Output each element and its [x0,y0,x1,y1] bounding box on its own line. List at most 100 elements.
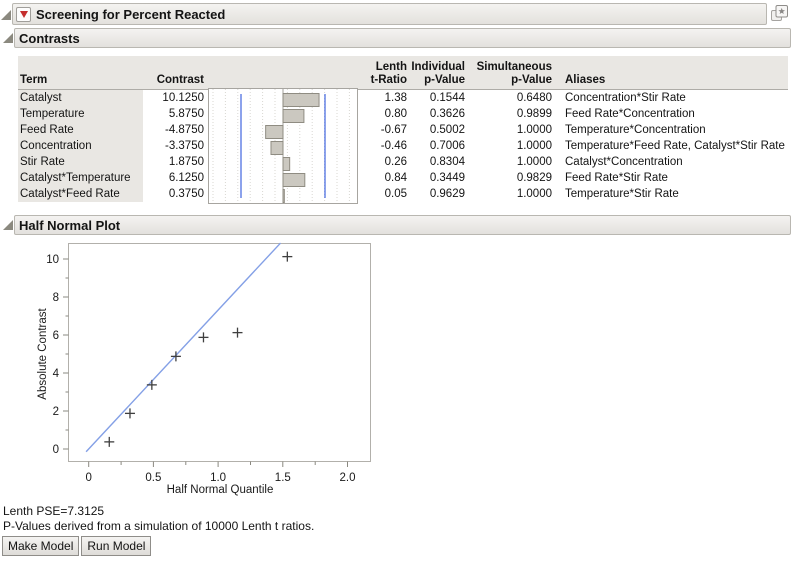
x-tick-label: 0 [85,472,91,484]
t-ratio-cell: 1.38 [384,92,407,104]
aliases-cell: Temperature*Feed Rate, Catalyst*Stir Rat… [565,140,785,152]
term-cell: Stir Rate [18,154,143,170]
contrasts-table-header-row: Term Contrast Lenth t-Ratio Individual p-V… [18,56,788,90]
t-ratio-cell: -0.46 [380,140,407,152]
table-row: Catalyst 10.1250 1.38 0.1544 0.6480 Conc… [18,90,788,106]
simultaneous-p-cell: 1.0000 [516,124,552,136]
aliases-cell: Catalyst*Concentration [565,156,683,168]
table-row: Catalyst*Temperature 6.1250 0.84 0.3449 … [18,170,788,186]
term-cell: Temperature [18,106,143,122]
lenth-pse-text: Lenth PSE=7.3125 [3,504,105,518]
y-axis-title: Absolute Contrast [37,307,49,399]
contrast-bar [265,125,284,139]
col-header-individual-p-value: Individual p-Value [411,61,465,86]
pvalue-simulation-text: P-Values derived from a simulation of 10… [3,519,315,533]
contrast-cell: -3.3750 [164,140,204,152]
table-row: Catalyst*Feed Rate 0.3750 0.05 0.9629 1.… [18,186,788,202]
contrast-cell: 6.1250 [168,172,204,184]
simultaneous-p-cell: 0.9829 [516,172,552,184]
table-row: Temperature 5.8750 0.80 0.3626 0.9899 Fe… [18,106,788,122]
footer-buttons: Make Model Run Model [2,536,152,556]
half-normal-section-title: Half Normal Plot [19,217,121,233]
col-header-term: Term [20,74,48,86]
table-row: Feed Rate -4.8750 -0.67 0.5002 1.0000 Te… [18,122,788,138]
y-tick-label: 6 [53,330,59,342]
t-ratio-cell: 0.84 [384,172,407,184]
y-tick-label: 8 [53,292,59,304]
plot-frame [68,243,371,462]
make-model-button[interactable]: Make Model [2,536,80,556]
aliases-cell: Concentration*Stir Rate [565,92,686,104]
individual-p-cell: 0.3626 [429,108,465,120]
contrasts-table: Term Contrast Lenth t-Ratio Individual p-V… [18,56,788,204]
col-header-contrast: Contrast [156,74,204,86]
t-ratio-cell: 0.05 [384,188,407,200]
contrast-bar [282,173,306,187]
contrast-bar [270,141,284,155]
aliases-cell: Feed Rate*Stir Rate [565,172,668,184]
term-cell: Concentration [18,138,143,154]
col-header-aliases: Aliases [565,74,606,86]
x-tick-label: 1.5 [275,472,291,484]
dotted-gridlines [212,89,350,203]
run-model-button[interactable]: Run Model [81,536,152,556]
simultaneous-p-cell: 1.0000 [516,140,552,152]
half-normal-header-band[interactable]: Half Normal Plot [14,215,791,235]
individual-p-cell: 0.8304 [429,156,465,168]
individual-p-cell: 0.9629 [429,188,465,200]
contrast-bar [282,93,320,107]
contrast-bar [282,109,305,123]
x-tick-label: 1.0 [210,472,226,484]
aliases-cell: Feed Rate*Concentration [565,108,695,120]
x-axis-title: Half Normal Quantile [167,484,274,496]
contrasts-disclosure-icon[interactable] [3,33,13,43]
red-triangle-icon [19,10,28,18]
report-disclosure-icon[interactable] [1,10,11,20]
y-tick-label: 2 [53,406,59,418]
star-glyph [778,7,785,14]
simultaneous-p-cell: 1.0000 [516,156,552,168]
term-cell: Catalyst*Temperature [18,170,143,186]
individual-p-cell: 0.7006 [429,140,465,152]
table-row: Concentration -3.3750 -0.46 0.7006 1.000… [18,138,788,154]
red-triangle-menu-button[interactable] [16,6,31,22]
simultaneous-p-cell: 1.0000 [516,188,552,200]
x-tick-label: 0.5 [145,472,161,484]
t-ratio-cell: 0.26 [384,156,407,168]
y-tick-label: 0 [53,444,59,456]
contrast-cell: 1.8750 [168,156,204,168]
contrasts-section-title: Contrasts [19,30,80,46]
window-star-icon[interactable] [770,4,789,23]
contrasts-header-band[interactable]: Contrasts [14,28,791,48]
table-row: Stir Rate 1.8750 0.26 0.8304 1.0000 Cata… [18,154,788,170]
contrast-cell: 0.3750 [168,188,204,200]
individual-p-cell: 0.5002 [429,124,465,136]
contrast-bar [282,189,285,203]
contrast-cell: 10.1250 [162,92,204,104]
contrast-cell: 5.8750 [168,108,204,120]
aliases-cell: Temperature*Concentration [565,124,706,136]
fit-line [85,242,282,453]
x-tick-label: 2.0 [340,472,356,484]
contrast-bar [282,157,291,171]
t-ratio-cell: 0.80 [384,108,407,120]
individual-p-cell: 0.3449 [429,172,465,184]
half-normal-disclosure-icon[interactable] [3,220,13,230]
half-normal-plot: 0 0.5 1.0 1.5 2.0 0 2 4 6 8 10 Half Norm… [37,242,371,496]
term-cell: Feed Rate [18,122,143,138]
col-header-simultaneous-p-value: Simultaneous p-Value [476,61,552,86]
scatter-points [85,242,293,453]
y-tick-label: 4 [53,368,60,380]
simultaneous-p-cell: 0.9899 [516,108,552,120]
t-ratio-cell: -0.67 [380,124,407,136]
contrast-cell: -4.8750 [164,124,204,136]
y-tick-label: 10 [46,254,59,266]
page-title: Screening for Percent Reacted [36,6,226,22]
col-header-lenth-t-ratio: Lenth t-Ratio [370,61,407,86]
contrast-bar-graph [208,88,358,204]
individual-p-cell: 0.1544 [429,92,465,104]
contrast-bars [265,93,320,203]
aliases-cell: Temperature*Stir Rate [565,188,679,200]
simultaneous-p-cell: 0.6480 [516,92,552,104]
report-title-band: Screening for Percent Reacted [12,3,767,25]
